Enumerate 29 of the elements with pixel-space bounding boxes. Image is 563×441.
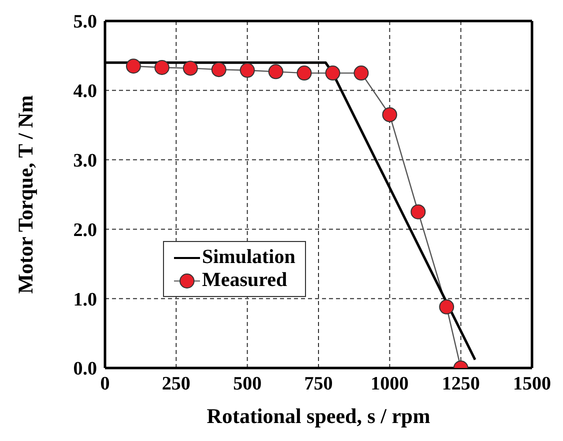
x-axis-title: Rotational speed, s / rpm xyxy=(206,404,431,428)
x-tick-label: 750 xyxy=(304,373,333,394)
point xyxy=(154,60,170,75)
point xyxy=(439,299,454,314)
y-tick-label: 4.0 xyxy=(73,81,97,102)
point xyxy=(240,62,255,78)
point xyxy=(325,66,340,81)
legend-label: Measured xyxy=(202,269,288,292)
point xyxy=(211,62,226,78)
x-tick-label: 1000 xyxy=(370,373,409,394)
legend-label: Simulation xyxy=(202,246,296,269)
y-tick-label: 0.0 xyxy=(73,358,97,380)
y-tick-label: 2.0 xyxy=(73,220,97,241)
point xyxy=(268,64,284,80)
y-tick-label: 5.0 xyxy=(73,12,97,33)
point xyxy=(182,60,198,76)
point xyxy=(410,204,426,220)
x-tick-label: 1500 xyxy=(513,373,551,394)
y-tick-label: 1.0 xyxy=(73,289,97,310)
x-tick-label: 1250 xyxy=(442,373,480,394)
y-tick-label: 3.0 xyxy=(73,150,97,172)
x-tick-label: 250 xyxy=(162,373,190,394)
y-axis-title: Motor Torque, T / Nm xyxy=(13,94,38,294)
point xyxy=(296,66,312,81)
point xyxy=(354,66,369,81)
point xyxy=(382,107,398,122)
x-tick-label: 0 xyxy=(100,373,110,394)
x-tick-label: 500 xyxy=(233,373,262,394)
point xyxy=(126,58,141,74)
